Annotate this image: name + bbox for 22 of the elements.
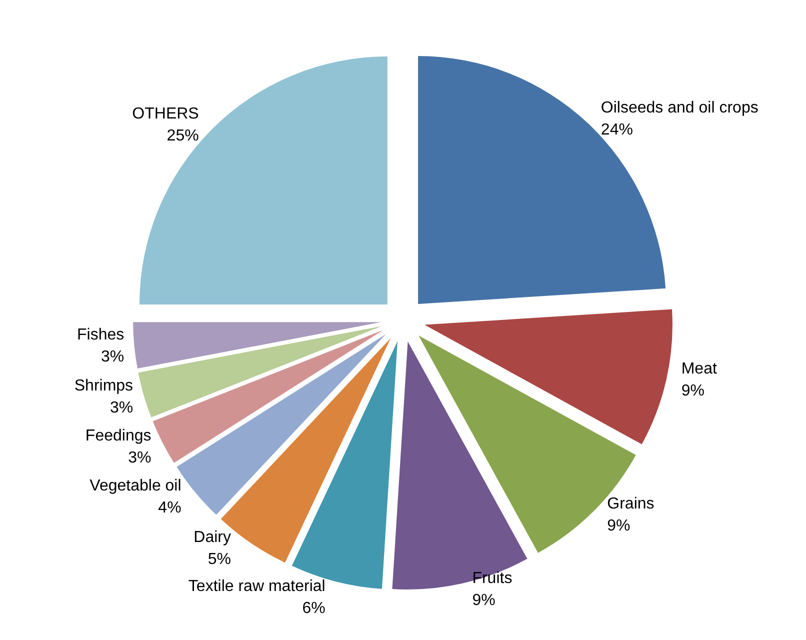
data-label: 3%: [110, 400, 134, 416]
data-label: 3%: [101, 348, 124, 366]
slice-label: Meat: [681, 360, 718, 378]
data-label: 9%: [681, 382, 704, 400]
slice-label: Oilseeds and oil crops: [600, 99, 758, 116]
data-label: 25%: [166, 127, 199, 144]
data-label: 4%: [158, 499, 182, 516]
slice-label: Fishes: [77, 326, 124, 344]
slice-label: OTHERS: [132, 105, 199, 122]
slice-label: Shrimps: [74, 378, 134, 394]
slice-label: Dairy: [194, 528, 231, 546]
slice-label: Grains: [607, 496, 654, 513]
data-label: 6%: [302, 600, 326, 617]
slice-label: Feedings: [85, 427, 152, 444]
data-label: 5%: [208, 550, 231, 568]
slice-label: Fruits: [472, 570, 512, 587]
slice-label: Vegetable oil: [90, 477, 182, 494]
data-label: 24%: [600, 121, 633, 138]
data-label: 3%: [128, 449, 152, 466]
data-label: 9%: [472, 592, 496, 609]
data-label: 9%: [607, 518, 630, 535]
slice-label: Textile raw material: [188, 578, 326, 595]
